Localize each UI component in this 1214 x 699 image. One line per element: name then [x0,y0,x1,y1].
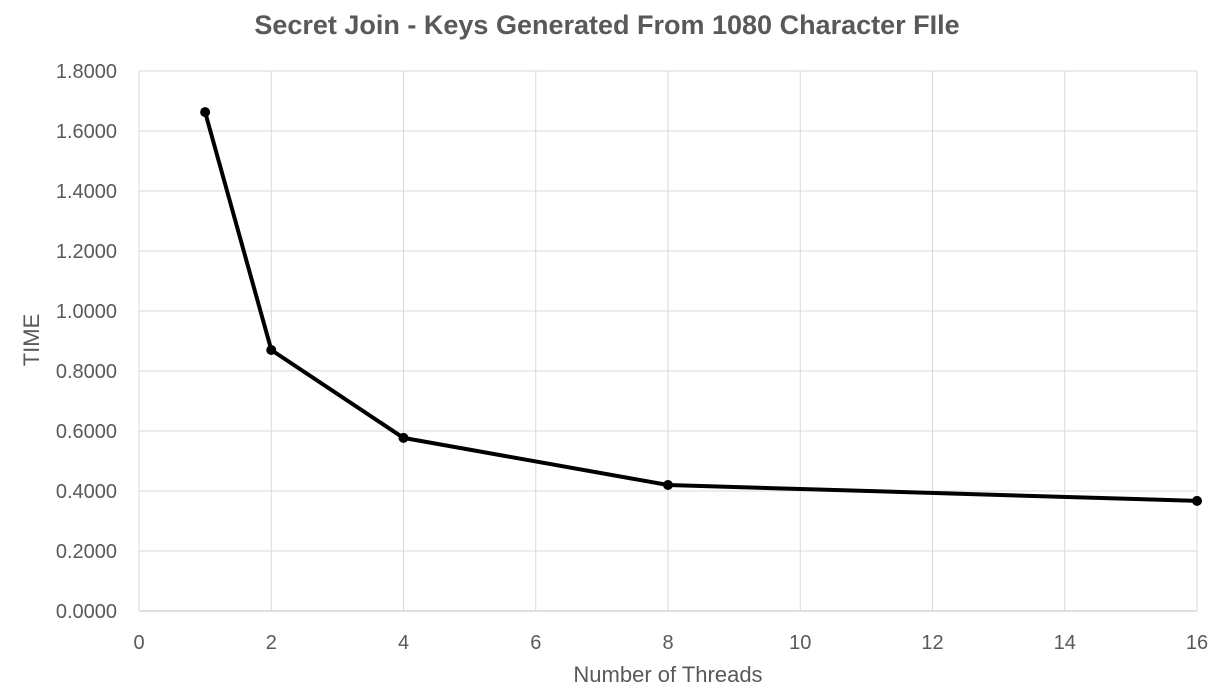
chart-title: Secret Join - Keys Generated From 1080 C… [254,10,960,40]
x-tick-label: 6 [530,632,541,654]
y-tick-label: 0.2000 [56,541,117,563]
x-tick-label: 12 [921,632,943,654]
y-tick-label: 0.4000 [56,481,117,503]
series-line [203,110,1199,503]
y-tick-label: 0.0000 [56,601,117,623]
y-tick-label: 0.8000 [56,361,117,383]
data-point [266,345,277,355]
y-tick-label: 1.6000 [56,121,117,143]
y-tick-label: 1.2000 [56,241,117,263]
x-tick-label: 2 [266,632,277,654]
data-point [663,480,673,490]
x-axis-title: Number of Threads [573,662,763,687]
x-tick-label: 14 [1054,632,1076,654]
y-tick-label: 0.6000 [56,421,117,443]
x-tick-label: 4 [398,632,409,654]
y-tick-label: 1.8000 [56,61,117,83]
data-point [200,107,211,118]
y-tick-label: 1.4000 [56,181,117,203]
data-point [398,432,409,443]
data-point [1192,495,1202,506]
y-axis-title: TIME [19,313,44,367]
x-tick-label: 16 [1186,632,1208,654]
x-tick-label: 0 [133,632,144,654]
x-tick-label: 10 [789,632,811,654]
x-tick-label: 8 [662,632,673,654]
y-tick-label: 1.0000 [56,301,117,323]
